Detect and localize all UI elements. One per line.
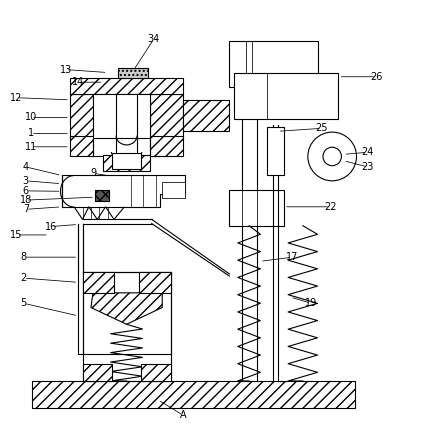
Text: 1: 1	[28, 128, 34, 138]
Text: 15: 15	[11, 230, 23, 240]
Text: 34: 34	[148, 34, 160, 44]
Bar	[141, 364, 171, 381]
Text: 3: 3	[23, 176, 29, 186]
Bar	[70, 78, 183, 93]
Circle shape	[323, 147, 341, 166]
Bar	[83, 272, 171, 354]
Text: 16: 16	[45, 222, 57, 232]
Bar	[118, 68, 147, 78]
Bar	[112, 153, 141, 169]
Bar	[183, 100, 229, 131]
Bar	[149, 136, 183, 156]
Bar	[83, 272, 114, 293]
Text: 7: 7	[23, 204, 29, 214]
Text: 10: 10	[25, 113, 37, 122]
Bar	[229, 190, 284, 225]
Bar	[95, 190, 109, 202]
Text: 26: 26	[370, 72, 382, 82]
Text: 9: 9	[90, 168, 96, 178]
Text: 13: 13	[60, 65, 72, 74]
Bar	[149, 93, 183, 138]
Circle shape	[308, 132, 357, 181]
Text: 5: 5	[21, 298, 27, 308]
Text: 12: 12	[11, 93, 23, 103]
Bar	[234, 73, 338, 119]
Text: 8: 8	[21, 252, 27, 262]
Bar	[70, 93, 93, 138]
Bar	[32, 381, 355, 408]
Text: 19: 19	[305, 298, 317, 308]
Text: A: A	[180, 410, 187, 420]
Bar	[139, 272, 171, 293]
Text: 24: 24	[362, 147, 374, 157]
Polygon shape	[61, 175, 185, 207]
Bar	[93, 93, 149, 138]
Bar	[104, 155, 149, 171]
Bar	[162, 182, 185, 198]
Bar	[70, 136, 93, 156]
Text: 4: 4	[23, 162, 29, 172]
Text: 17: 17	[286, 252, 298, 262]
Text: 25: 25	[315, 123, 328, 133]
Text: 2: 2	[21, 273, 27, 283]
Text: 22: 22	[324, 202, 336, 212]
Text: 11: 11	[25, 142, 37, 152]
Text: 14: 14	[72, 77, 85, 87]
Bar	[229, 41, 317, 87]
Bar	[83, 364, 112, 381]
Text: 6: 6	[23, 186, 29, 196]
Text: 23: 23	[362, 162, 374, 172]
Bar	[267, 127, 284, 175]
Polygon shape	[91, 293, 162, 324]
Text: 18: 18	[20, 195, 32, 205]
